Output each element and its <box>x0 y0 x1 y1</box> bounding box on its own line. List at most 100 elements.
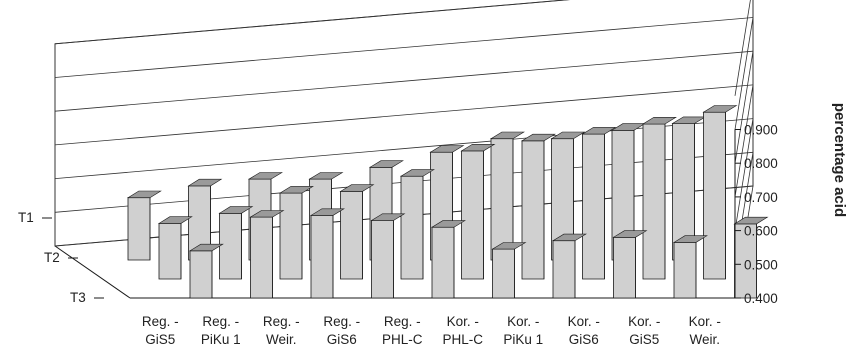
bar-front-T1 <box>490 138 514 261</box>
bar-front-T3 <box>310 214 334 299</box>
x-tick-label-line: Weir. <box>266 332 297 347</box>
bar-front-T2 <box>158 222 182 280</box>
x-tick-label-line: Weir. <box>689 332 720 347</box>
bar-front-T2 <box>521 140 545 280</box>
bar-top-T3 <box>249 210 285 218</box>
gridline-back <box>54 0 570 45</box>
bar-front-T2 <box>219 212 242 280</box>
bar-top-T3 <box>733 216 769 225</box>
bar-front-T2 <box>340 190 363 280</box>
x-tick-label-line: Kor. - <box>689 314 721 329</box>
bar-top-T2 <box>641 117 677 125</box>
bar-front-T2 <box>461 150 484 280</box>
x-tick-label-line: Reg. - <box>323 314 360 329</box>
gridline-back <box>54 17 754 78</box>
y-axis-title: percentage acid <box>831 103 848 217</box>
series-label-T3: T3 <box>70 290 86 305</box>
series-label-T2: T2 <box>44 250 60 265</box>
y-axis-ticks: 0.400 0.500 0.600 0.700 0.800 0.900 <box>734 123 778 306</box>
x-tick-label: Reg. - Weir. <box>263 314 300 347</box>
x-tick-label: Kor. - PiKu 1 <box>503 314 543 347</box>
gridline-side <box>734 84 754 197</box>
bar-top-T2 <box>218 206 254 214</box>
x-tick-label: Reg. - PiKu 1 <box>201 314 241 347</box>
bar-top-T2 <box>399 169 435 177</box>
x-tick-label-line: Reg. - <box>202 314 239 329</box>
floor-left-edge <box>54 245 131 299</box>
x-tick-label-line: Kor. - <box>628 314 660 329</box>
bar-top-T2 <box>278 186 314 194</box>
bar-top-T1 <box>429 145 465 153</box>
bar-front-T3 <box>431 226 455 299</box>
y-tick-label: 0.800 <box>744 156 778 171</box>
gridline-side <box>734 0 751 96</box>
bar-top-T1 <box>308 172 344 180</box>
bar-top-T2 <box>581 127 617 135</box>
bar-top-T1 <box>489 131 525 139</box>
bar-top-T3 <box>491 242 527 250</box>
x-tick-label-line: Reg. - <box>384 314 421 329</box>
x-tick-label-line: GiS5 <box>629 332 659 347</box>
bar-front-T3 <box>250 216 273 299</box>
x-tick-label-line: GiS5 <box>145 332 175 347</box>
gridline-side <box>734 118 754 231</box>
bar-top-T1 <box>247 172 283 180</box>
gridline-back <box>54 84 754 146</box>
bar-top-T3 <box>612 230 648 238</box>
y-tick-label: 0.400 <box>744 291 778 306</box>
y-tick-label: 0.900 <box>744 123 778 138</box>
bar-front-T2 <box>279 192 303 280</box>
bar-top-T1 <box>550 131 586 139</box>
x-tick-label-line: GiS6 <box>569 332 599 347</box>
y-tick-label: 0.700 <box>744 190 778 205</box>
bar-front-T3 <box>371 220 394 299</box>
bar-top-T2 <box>520 133 556 142</box>
bar-front-T3 <box>613 236 636 299</box>
bar-top-T1 <box>368 160 404 168</box>
x-tick-label-line: Kor. - <box>447 314 479 329</box>
bar-top-T2 <box>157 216 193 224</box>
bar-top-T2 <box>460 144 496 152</box>
x-tick-label-line: PHL-C <box>442 332 483 347</box>
bar-front-T3 <box>492 248 515 299</box>
bar-top-T3 <box>188 243 224 252</box>
bar-front-T2 <box>703 111 726 280</box>
x-tick-label: Kor. - Weir. <box>689 314 721 347</box>
bar-top-T3 <box>309 208 345 216</box>
bar-front-T2 <box>642 123 666 280</box>
x-tick-label-line: Reg. - <box>142 314 179 329</box>
x-tick-label: Reg. - PHL-C <box>382 314 423 347</box>
x-axis-labels: Reg. - GiS5 Reg. - PiKu 1 Reg. - Weir. Reg. - G… <box>142 314 721 347</box>
x-tick-label-line: PiKu 1 <box>503 332 543 347</box>
bar-top-T1 <box>187 178 223 187</box>
gridline-side <box>734 51 754 164</box>
bar-top-T2 <box>339 184 375 192</box>
bar-top-T3 <box>551 233 587 241</box>
bar-top-T3 <box>370 213 406 221</box>
x-tick-label: Kor. - PHL-C <box>442 314 483 347</box>
x-tick-label-line: PHL-C <box>382 332 423 347</box>
bar-front-T3 <box>673 241 697 299</box>
bar-top-T1 <box>126 190 162 198</box>
bar-front-T3 <box>552 240 576 299</box>
x-tick-label-line: Reg. - <box>263 314 300 329</box>
x-tick-label: Kor. - GiS5 <box>628 314 660 347</box>
gridline-side <box>734 17 754 130</box>
gridline-back <box>54 50 754 112</box>
bar-top-T3 <box>672 235 708 243</box>
x-tick-label: Reg. - GiS6 <box>323 314 360 347</box>
bar-front-T1 <box>127 197 151 261</box>
x-tick-label: Kor. - GiS6 <box>568 314 600 347</box>
x-tick-label-line: GiS6 <box>327 332 357 347</box>
bar-front-T2 <box>582 133 605 280</box>
bar-top-T2 <box>702 105 738 113</box>
series-label-T1: T1 <box>18 210 34 225</box>
x-tick-label-line: Kor. - <box>507 314 539 329</box>
x-tick-label-line: PiKu 1 <box>201 332 241 347</box>
series-depth-labels: T1 T2 T3 <box>18 210 104 305</box>
bar-front-T3 <box>189 250 213 299</box>
y-tick-label: 0.600 <box>744 224 778 239</box>
bar-top-T3 <box>430 220 466 228</box>
